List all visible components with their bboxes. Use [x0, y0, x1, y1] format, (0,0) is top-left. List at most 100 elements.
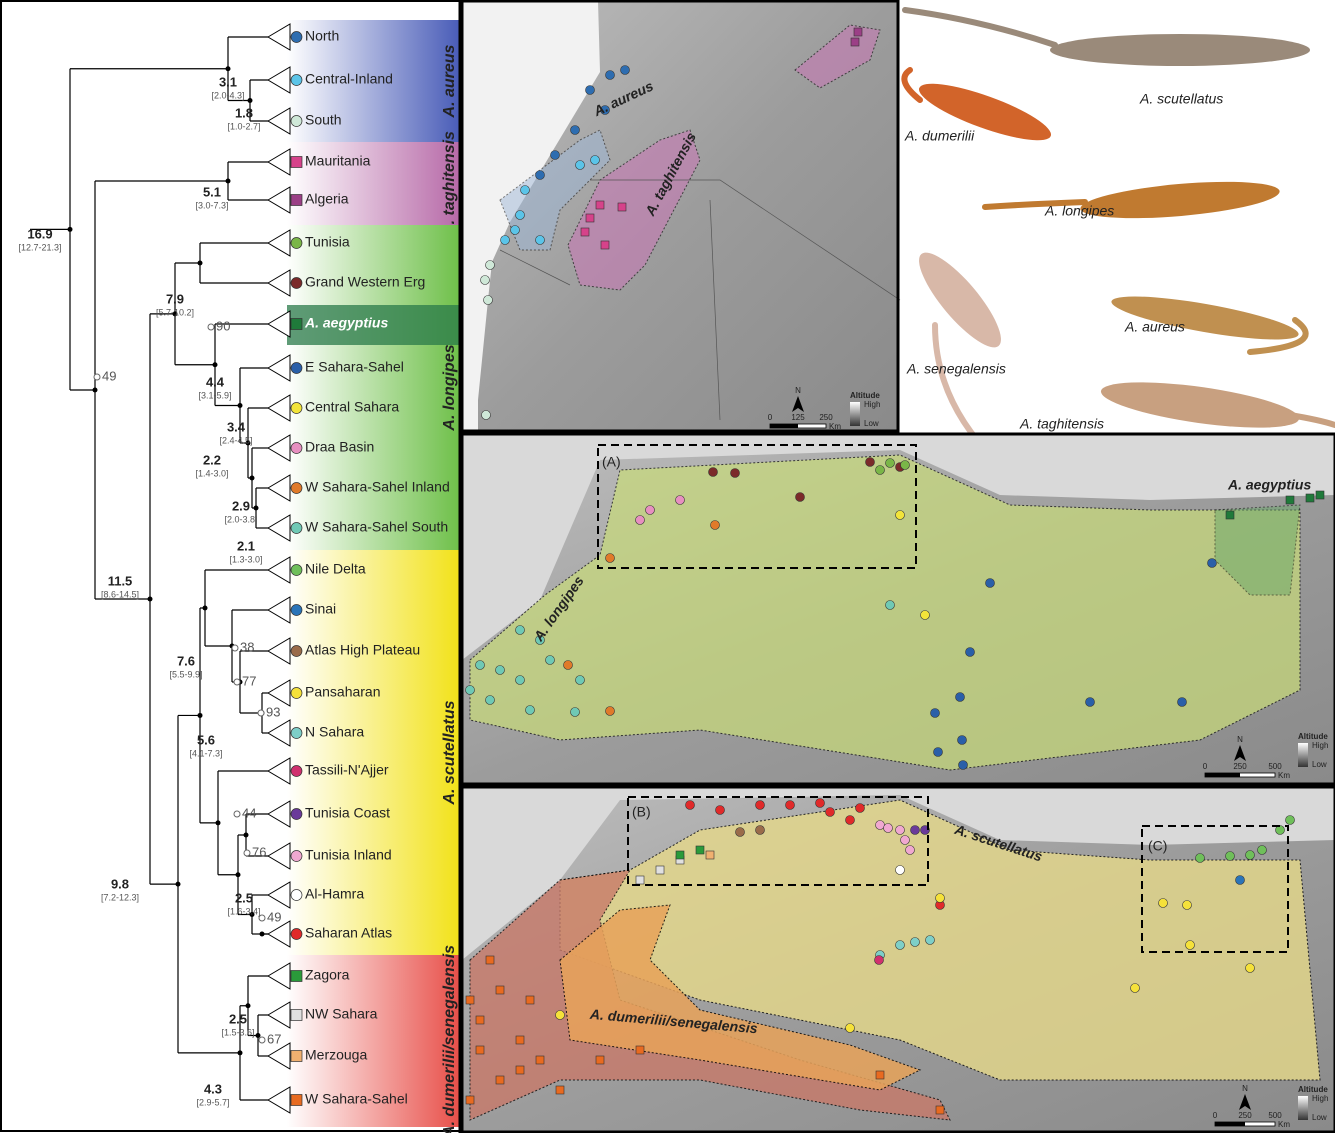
locality [886, 601, 895, 610]
node-ci: [3.0-7.3] [195, 200, 228, 210]
tip-marker [291, 195, 302, 206]
support-value: 93 [266, 704, 280, 719]
legend-high: High [864, 400, 880, 409]
node-ci: [3.1-5.9] [198, 390, 231, 400]
scale-1: 250 [1238, 1111, 1252, 1120]
locality [516, 211, 525, 220]
locality [636, 516, 645, 525]
tip-marker [291, 646, 302, 657]
tip-label: Al-Hamra [305, 886, 364, 902]
locality [536, 1056, 544, 1064]
legend-ramp [1298, 743, 1308, 767]
node-ci: [8.6-14.5] [101, 589, 139, 599]
clade-label: A. taghitensis [441, 131, 458, 237]
support-node [234, 811, 240, 817]
locality [846, 816, 855, 825]
locality [896, 826, 905, 835]
node-age: 3.4 [227, 419, 246, 434]
clade-label: A. dumerilii/senegalensis [441, 945, 458, 1133]
locality [571, 708, 580, 717]
locality [911, 826, 920, 835]
locality [901, 836, 910, 845]
locality [621, 66, 630, 75]
node-ci: [1.5-3.6] [221, 1027, 254, 1037]
locality [886, 459, 895, 468]
locality [854, 28, 862, 36]
node-age: 4.3 [204, 1081, 222, 1096]
locality [511, 226, 520, 235]
node-age: 7.9 [166, 291, 184, 306]
tip-label: N Sahara [305, 724, 364, 740]
node-ci: [4.1-7.3] [189, 748, 222, 758]
tip-marker [291, 809, 302, 820]
clade-label: A. aureus [441, 44, 458, 118]
node-age: 11.5 [108, 573, 133, 588]
node-ci: [5.7-10.2] [156, 307, 194, 317]
locality [846, 1024, 855, 1033]
locality [516, 626, 525, 635]
locality [926, 936, 935, 945]
locality [606, 554, 615, 563]
locality [826, 808, 835, 817]
locality [486, 696, 495, 705]
locality [521, 186, 530, 195]
locality [551, 151, 560, 160]
tip-label: W Sahara-Sahel [305, 1091, 408, 1107]
lizard-body [1098, 373, 1301, 436]
tip-label: Algeria [305, 191, 349, 207]
locality [896, 866, 905, 875]
tip-label: W Sahara-Sahel Inland [305, 479, 450, 495]
node-age: 9.8 [111, 876, 129, 891]
north: N [1242, 1084, 1248, 1093]
legend-title: Altitude [1298, 1085, 1328, 1094]
support-value: 44 [242, 805, 256, 820]
locality [866, 458, 875, 467]
locality [876, 466, 885, 475]
locality [736, 828, 745, 837]
tip-marker [291, 929, 302, 940]
scale-1: 125 [791, 413, 805, 422]
tip-label: North [305, 28, 339, 44]
tip-marker [291, 319, 302, 330]
tip-label: Tunisia Inland [305, 847, 392, 863]
tip-marker [291, 1095, 302, 1106]
locality [931, 709, 940, 718]
node-age: 2.1 [237, 538, 255, 553]
tip-marker [291, 766, 302, 777]
tip-marker [291, 605, 302, 616]
locality [476, 1016, 484, 1024]
locality [482, 411, 491, 420]
tip-marker [291, 483, 302, 494]
locality [656, 866, 664, 874]
locality [884, 824, 893, 833]
locality [1246, 851, 1255, 860]
locality [906, 846, 915, 855]
locality [1226, 852, 1235, 861]
tip-label: Sinai [305, 601, 336, 617]
locality [646, 506, 655, 515]
legend-low: Low [1312, 760, 1327, 769]
tip-marker [291, 971, 302, 982]
lizard-body [908, 242, 1013, 357]
tip-marker [291, 890, 302, 901]
tip-marker [291, 1010, 302, 1021]
locality [706, 851, 714, 859]
tip-label: A. aegyptius [304, 315, 388, 331]
support-node [259, 1037, 265, 1043]
locality [536, 171, 545, 180]
tip-marker [291, 688, 302, 699]
locality [901, 461, 910, 470]
node-ci: [1.0-2.7] [227, 121, 260, 131]
locality [581, 228, 589, 236]
tip-label: Pansaharan [305, 684, 381, 700]
locality [934, 748, 943, 757]
locality [486, 261, 495, 270]
locality [546, 656, 555, 665]
locality [696, 846, 704, 854]
locality [856, 804, 865, 813]
species-name: A. scutellatus [1139, 91, 1223, 107]
support-value: 77 [242, 673, 256, 688]
scale-0: 0 [1213, 1111, 1218, 1120]
tip-marker [291, 1051, 302, 1062]
tip-marker [291, 565, 302, 576]
